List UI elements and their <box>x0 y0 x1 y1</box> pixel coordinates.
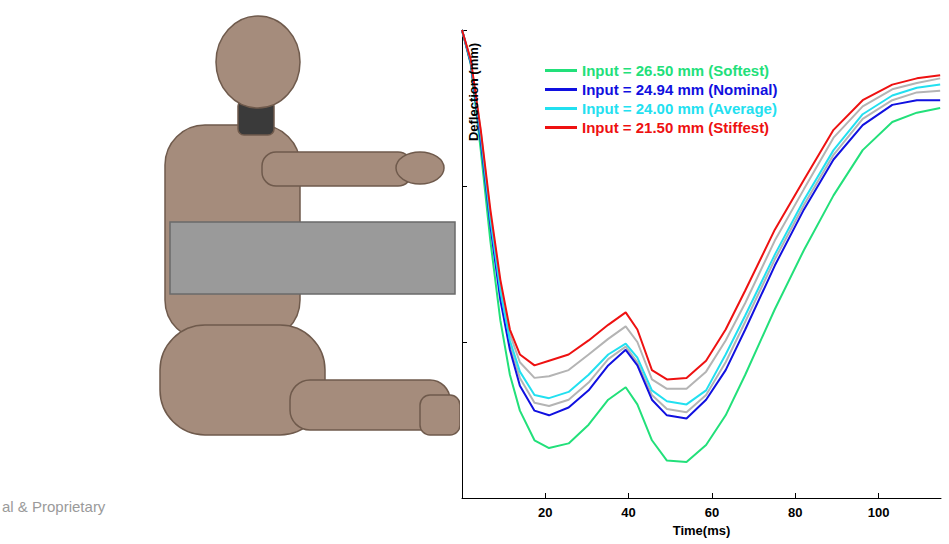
svg-text:40: 40 <box>621 505 635 520</box>
svg-text:Time(ms): Time(ms) <box>673 523 731 538</box>
svg-text:Deflection (mm): Deflection (mm) <box>466 43 481 141</box>
svg-text:60: 60 <box>705 505 719 520</box>
html-text:al & Proprietary: al & Proprietary <box>2 498 106 515</box>
svg-text:Input = 24.00 mm (Average): Input = 24.00 mm (Average) <box>582 100 777 117</box>
svg-text:80: 80 <box>788 505 802 520</box>
svg-text:20: 20 <box>538 505 552 520</box>
svg-text:Input = 21.50 mm (Stiffest): Input = 21.50 mm (Stiffest) <box>582 119 769 136</box>
svg-text:Input = 26.50 mm (Softest): Input = 26.50 mm (Softest) <box>582 62 769 79</box>
svg-text:100: 100 <box>868 505 890 520</box>
svg-text:Input = 24.94 mm (Nominal): Input = 24.94 mm (Nominal) <box>582 81 777 98</box>
